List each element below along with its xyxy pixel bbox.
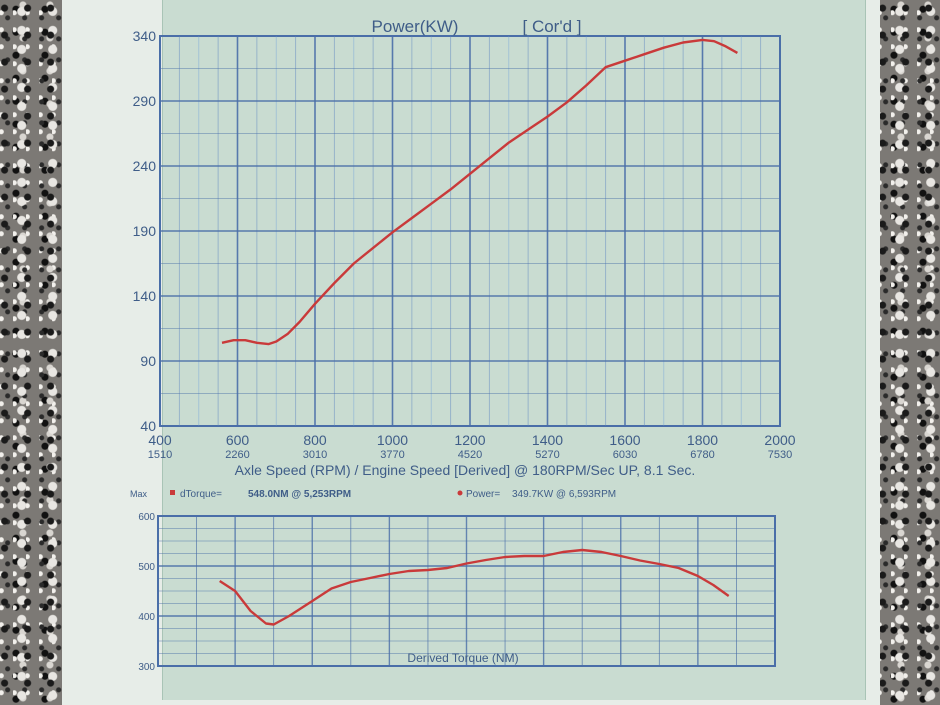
legend-power-value: 349.7KW @ 6,593RPM <box>512 489 616 500</box>
power-y-tick: 140 <box>133 288 157 304</box>
engine-speed-tick: 4520 <box>458 449 482 461</box>
power-x-tick: 2000 <box>764 432 795 448</box>
power-y-tick: 190 <box>133 223 157 239</box>
power-x-tick: 1000 <box>377 432 408 448</box>
power-chart-title: Power(KW) <box>372 17 459 36</box>
power-chart-title-tag: [ Cor'd ] <box>523 17 582 36</box>
power-y-tick: 90 <box>140 353 156 369</box>
legend-power-marker <box>457 490 463 496</box>
engine-speed-tick: 5270 <box>535 449 559 461</box>
torque-y-tick: 400 <box>138 612 155 623</box>
torque-y-tick: 300 <box>138 662 155 673</box>
power-y-tick: 40 <box>140 418 156 434</box>
power-x-tick: 1600 <box>609 432 640 448</box>
legend-max-label: Max <box>130 489 148 499</box>
legend-power-label: Power= <box>466 489 500 500</box>
power-x-tick: 400 <box>148 432 172 448</box>
torque-series <box>219 548 730 626</box>
power-y-tick-labels: 40 90 140 190 240 290 340 <box>133 28 157 434</box>
power-x-tick: 1400 <box>532 432 563 448</box>
power-x-tick: 600 <box>226 432 250 448</box>
torque-y-tick: 500 <box>138 562 155 573</box>
engine-speed-tick: 3010 <box>303 449 327 461</box>
power-curve <box>221 38 738 346</box>
torque-y-tick-labels: 300 400 500 600 <box>138 512 155 673</box>
power-x-tick-labels: 400 600 800 1000 1200 1400 1600 1800 2000 <box>148 432 795 448</box>
power-y-tick: 340 <box>133 28 157 44</box>
power-grid <box>159 35 781 427</box>
engine-speed-tick: 2260 <box>225 449 249 461</box>
legend-torque-label: dTorque= <box>180 489 222 500</box>
torque-y-tick: 600 <box>138 512 155 523</box>
paper-green-band <box>162 0 866 700</box>
torque-grid <box>157 515 776 667</box>
legend-torque-marker <box>170 490 175 495</box>
power-x-tick: 1200 <box>454 432 485 448</box>
torque-chart-title: Derived Torque (NM) <box>407 651 518 665</box>
granite-surface-left <box>0 0 70 705</box>
power-y-tick: 240 <box>133 158 157 174</box>
power-x-axis-label: Axle Speed (RPM) / Engine Speed [Derived… <box>235 462 696 478</box>
torque-curve <box>219 548 730 626</box>
engine-speed-tick: 6030 <box>613 449 637 461</box>
engine-speed-tick: 3770 <box>380 449 404 461</box>
power-x-tick: 1800 <box>687 432 718 448</box>
power-y-tick: 290 <box>133 93 157 109</box>
legend-row: Max dTorque= 548.0NM @ 5,253RPM Power= 3… <box>130 489 616 500</box>
engine-speed-tick: 1510 <box>148 449 172 461</box>
engine-speed-tick-labels: 1510 2260 3010 3770 4520 5270 6030 6780 7530 <box>148 449 792 461</box>
engine-speed-tick: 6780 <box>690 449 714 461</box>
power-series <box>221 38 738 346</box>
engine-speed-tick: 7530 <box>768 449 792 461</box>
legend-torque-value: 548.0NM @ 5,253RPM <box>248 489 351 500</box>
power-x-tick: 800 <box>303 432 327 448</box>
granite-surface-right <box>878 0 940 705</box>
